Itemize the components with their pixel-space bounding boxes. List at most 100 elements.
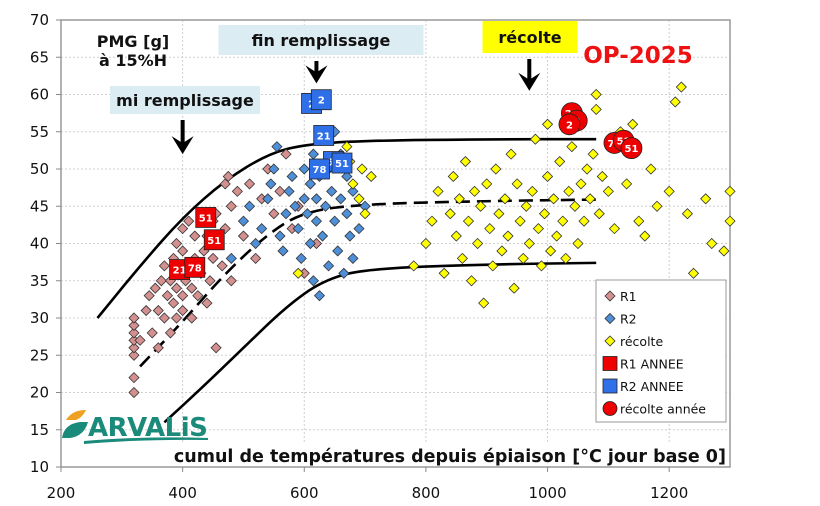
point-R1 (231, 185, 243, 197)
point-récolte (447, 170, 459, 183)
annotation-box (110, 86, 260, 114)
point-R2 (225, 252, 237, 264)
point-récolte (651, 200, 663, 212)
point-R1 (177, 245, 189, 257)
point-R1 (146, 327, 158, 339)
point-R2 (341, 170, 353, 183)
point-R2 (280, 208, 292, 220)
point-R2 (313, 290, 326, 302)
y-tick-label: 10 (30, 458, 49, 476)
logo-leaf-icon-2 (62, 422, 88, 438)
point-R1 (177, 290, 189, 302)
point-R2 (301, 208, 313, 220)
point-R1-ANNEE (184, 256, 206, 278)
point-R1 (243, 178, 256, 190)
point-récolte (608, 223, 621, 235)
point-récolte (706, 237, 718, 250)
point-récolte (557, 215, 569, 227)
point-label: 21 (173, 266, 187, 277)
point-label: 51 (335, 159, 349, 170)
point-récolte (444, 208, 456, 220)
point-récolte (724, 215, 736, 227)
point-récolte (551, 230, 563, 242)
point-récolte (593, 208, 605, 220)
point-récolte (347, 178, 359, 190)
point-R2-ANNEE (313, 125, 335, 146)
point-récolte (484, 223, 496, 235)
y-tick-label: 20 (30, 384, 49, 402)
point-label: 21 (317, 131, 331, 142)
y-tick-label: 60 (30, 86, 49, 104)
point-R1 (128, 342, 140, 354)
annotation-mi-remplissage: mi remplissage (110, 86, 260, 155)
x-axis-title: cumul de températures depuis épiaison [°… (174, 447, 726, 467)
point-R1 (167, 297, 180, 309)
point-R1 (134, 334, 146, 346)
point-récolte (450, 230, 462, 242)
point-récolte (645, 163, 657, 175)
point-recolte-annee (558, 113, 581, 136)
arrow-head-icon (171, 136, 194, 155)
point-R1 (201, 297, 213, 309)
point-R2 (310, 215, 323, 227)
point-R1-ANNEE (203, 229, 225, 251)
point-R1 (219, 223, 231, 235)
point-récolte (462, 215, 475, 227)
point-R2 (307, 275, 319, 287)
annotation-récolte: récolte (482, 21, 578, 91)
legend-item-récolte: récolte (604, 334, 663, 349)
point-R1 (177, 304, 189, 317)
point-R2 (298, 193, 310, 205)
annotation-box (482, 21, 578, 53)
x-tick-label: 1000 (528, 484, 566, 502)
point-R2 (310, 193, 323, 205)
point-R1 (140, 304, 152, 317)
point-recolte-annee (620, 137, 643, 160)
point-R2 (289, 200, 301, 212)
point-R2 (353, 223, 365, 235)
legend-diamond-icon (604, 335, 616, 347)
legend-square-icon (602, 356, 618, 371)
point-récolte (432, 185, 444, 197)
point-R2 (332, 245, 344, 257)
point-récolte (359, 208, 371, 220)
point-récolte (581, 163, 593, 175)
annotation-label: récolte (498, 28, 561, 47)
legend-diamond-icon (604, 312, 616, 325)
point-R2 (304, 237, 316, 250)
point-R1 (210, 342, 222, 354)
point-R1 (280, 148, 292, 160)
point-R2 (307, 148, 319, 160)
logo-swoosh (84, 437, 208, 444)
point-R2 (344, 230, 356, 242)
legend-label: R1 ANNEE (620, 357, 684, 372)
point-R2 (268, 163, 280, 175)
point-R2 (319, 200, 332, 212)
point-R1 (207, 252, 219, 264)
point-récolte (465, 275, 478, 287)
point-récolte (718, 245, 730, 257)
point-R2 (316, 230, 329, 242)
point-R1 (186, 312, 198, 324)
point-récolte (475, 200, 487, 212)
point-R2 (347, 252, 359, 264)
point-récolte (420, 237, 432, 250)
point-R1 (152, 342, 164, 354)
point-R1 (128, 349, 140, 361)
point-récolte (502, 230, 514, 242)
point-récolte (675, 81, 687, 93)
point-récolte (596, 170, 608, 183)
point-R1 (170, 282, 183, 294)
point-récolte (526, 185, 538, 197)
point-R1 (204, 275, 216, 287)
point-R1 (158, 312, 170, 324)
point-récolte (438, 267, 450, 279)
x-tick-label: 1200 (650, 484, 688, 502)
point-R2 (292, 223, 304, 235)
point-récolte (541, 118, 554, 130)
point-récolte (426, 215, 438, 227)
point-R1 (152, 304, 164, 317)
y-axis-title: PMG [g] à 15%H (97, 32, 169, 70)
point-récolte (621, 178, 633, 190)
annotation-box (218, 25, 424, 55)
